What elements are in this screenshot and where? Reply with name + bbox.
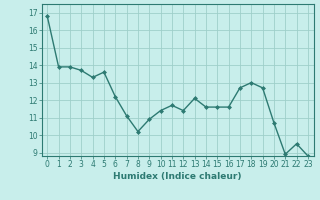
X-axis label: Humidex (Indice chaleur): Humidex (Indice chaleur) [113,172,242,181]
